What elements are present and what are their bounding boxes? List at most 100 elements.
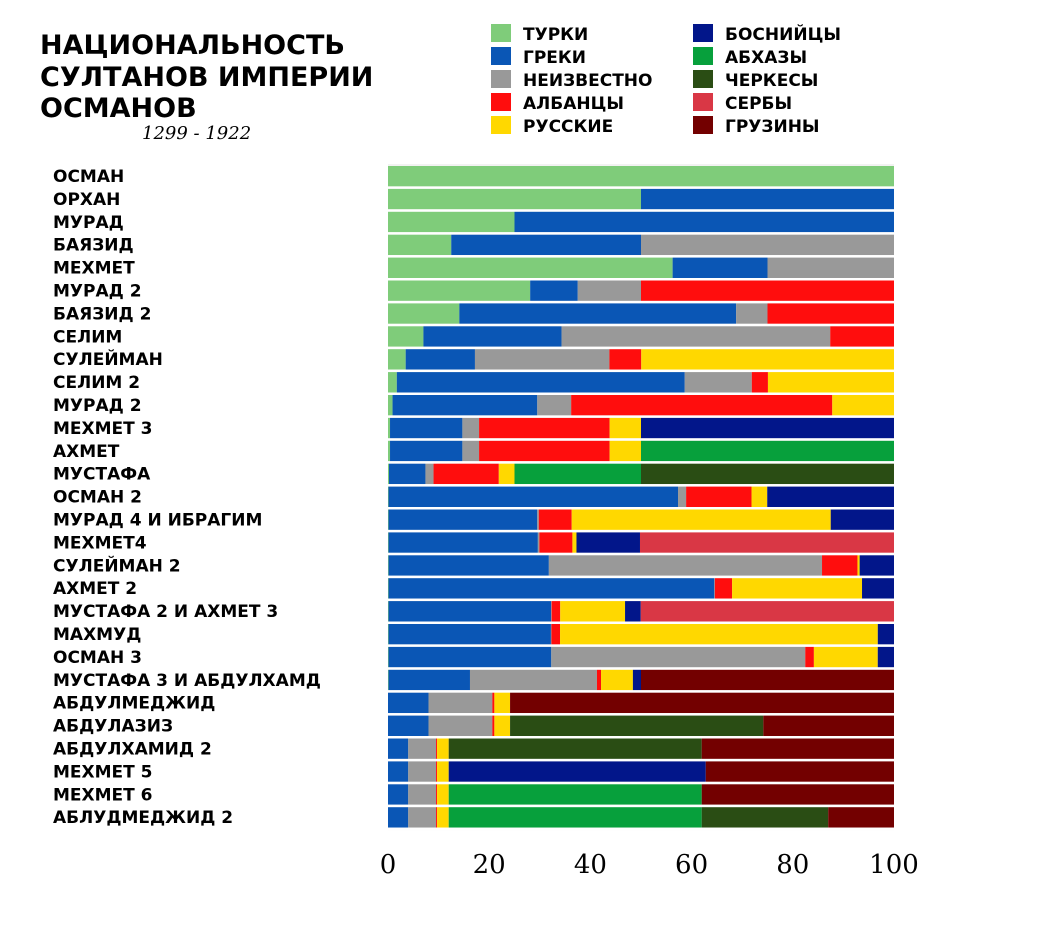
- bar-segment: [641, 280, 894, 301]
- bar-segment: [537, 509, 539, 530]
- bar-segment: [425, 463, 434, 485]
- bar-segment: [388, 761, 409, 782]
- category-label: СЕЛИМ: [53, 327, 122, 347]
- bar-segment: [705, 761, 894, 782]
- bar-segment: [388, 784, 409, 805]
- x-tick-label: 80: [776, 850, 809, 880]
- bar-segment: [437, 784, 449, 805]
- category-label: МЕХМЕТ 6: [53, 785, 153, 805]
- bar-segment: [514, 211, 894, 233]
- bar-segment: [437, 738, 449, 759]
- legend-label: СЕРБЫ: [725, 94, 792, 114]
- legend-swatch: [693, 24, 713, 42]
- row-separator: [388, 507, 894, 510]
- row-separator: [388, 667, 894, 670]
- bar-segment: [877, 646, 894, 668]
- legend-swatch: [491, 24, 511, 42]
- row-separator: [388, 232, 894, 235]
- bar-segment: [388, 257, 673, 278]
- bar-segment: [577, 280, 641, 301]
- bar-segment: [832, 395, 894, 416]
- row-separator: [388, 827, 894, 831]
- bar-segment: [571, 395, 833, 416]
- category-label: МЕХМЕТ4: [53, 533, 147, 553]
- category-label: АБЛУДМЕДЖИД 2: [53, 808, 233, 828]
- bar-segment: [641, 234, 894, 256]
- bar-segment: [494, 692, 511, 714]
- bar-segment: [436, 761, 438, 782]
- chart-title-line-3: ОСМАНОВ: [40, 93, 197, 124]
- row-separator: [388, 804, 894, 808]
- category-label: СУЛЕЙМАН: [53, 348, 163, 370]
- bar-segment: [396, 372, 685, 393]
- bar-segment: [514, 463, 641, 485]
- bar-segment: [469, 669, 597, 691]
- category-label: СЕЛИМ 2: [53, 373, 140, 393]
- bar-segment: [388, 669, 389, 691]
- bar-segment: [388, 303, 460, 324]
- row-separator: [388, 758, 894, 762]
- bar-segment: [714, 578, 715, 599]
- bar-segment: [678, 486, 687, 507]
- bar-segment: [537, 532, 540, 553]
- legend-label: БОСНИЙЦЫ: [725, 23, 841, 45]
- bar-segment: [576, 532, 640, 553]
- bar-segment: [686, 486, 752, 507]
- chart-title-line-2: СУЛТАНОВ ИМПЕРИИ: [40, 62, 373, 93]
- bar-segment: [732, 578, 863, 599]
- category-label: МУРАД 2: [53, 396, 142, 416]
- x-tick-label: 0: [380, 850, 397, 880]
- bar-segment: [641, 669, 894, 691]
- category-label: АБДУЛХАМИД 2: [53, 740, 212, 760]
- bar-segment: [392, 395, 538, 416]
- legend-swatch: [693, 93, 713, 111]
- bar-segment: [609, 440, 641, 462]
- category-label: АХМЕТ: [53, 442, 120, 462]
- bar-segment: [632, 669, 641, 691]
- bar-segment: [474, 349, 610, 370]
- row-separator: [388, 255, 894, 258]
- bar-segment: [388, 532, 389, 553]
- bar-segment: [641, 440, 894, 462]
- row-separator: [388, 736, 894, 739]
- bar-segment: [805, 646, 814, 668]
- row-separator: [388, 323, 894, 327]
- row-separator: [388, 346, 894, 350]
- x-tick-label: 100: [869, 850, 919, 880]
- bar-segment: [388, 555, 389, 576]
- bar-segment: [388, 486, 389, 507]
- row-separator: [388, 575, 894, 579]
- bar-segment: [388, 601, 552, 622]
- bar-segment: [767, 372, 894, 393]
- legend-label: ТУРКИ: [523, 25, 588, 45]
- bar-segment: [601, 669, 633, 691]
- bar-segment: [551, 624, 561, 645]
- legend-label: ГРУЗИНЫ: [725, 117, 820, 137]
- bar-segment: [763, 715, 894, 736]
- bar-segment: [530, 280, 578, 301]
- bar-segment: [405, 349, 475, 370]
- bar-segment: [388, 646, 552, 668]
- bar-segment: [830, 326, 894, 347]
- bar-segment: [479, 417, 610, 439]
- category-label: ОСМАН 3: [53, 648, 142, 668]
- bar-segment: [701, 738, 894, 759]
- bar-segment: [423, 326, 562, 347]
- legend-swatch: [491, 47, 511, 65]
- bar-segment: [672, 257, 768, 278]
- bar-segment: [388, 738, 409, 759]
- bar-segment: [437, 761, 449, 782]
- bar-segment: [767, 303, 894, 324]
- bar-segment: [641, 349, 894, 370]
- row-separator: [388, 781, 894, 785]
- bar-segment: [767, 486, 894, 507]
- bar-segment: [389, 463, 426, 485]
- bar-segment: [428, 692, 493, 714]
- bar-segment: [714, 578, 733, 599]
- row-separator: [388, 598, 894, 602]
- bar-segment: [510, 715, 764, 736]
- category-label: ОРХАН: [53, 190, 120, 210]
- bar-segment: [538, 509, 572, 530]
- bar-segment: [388, 578, 715, 599]
